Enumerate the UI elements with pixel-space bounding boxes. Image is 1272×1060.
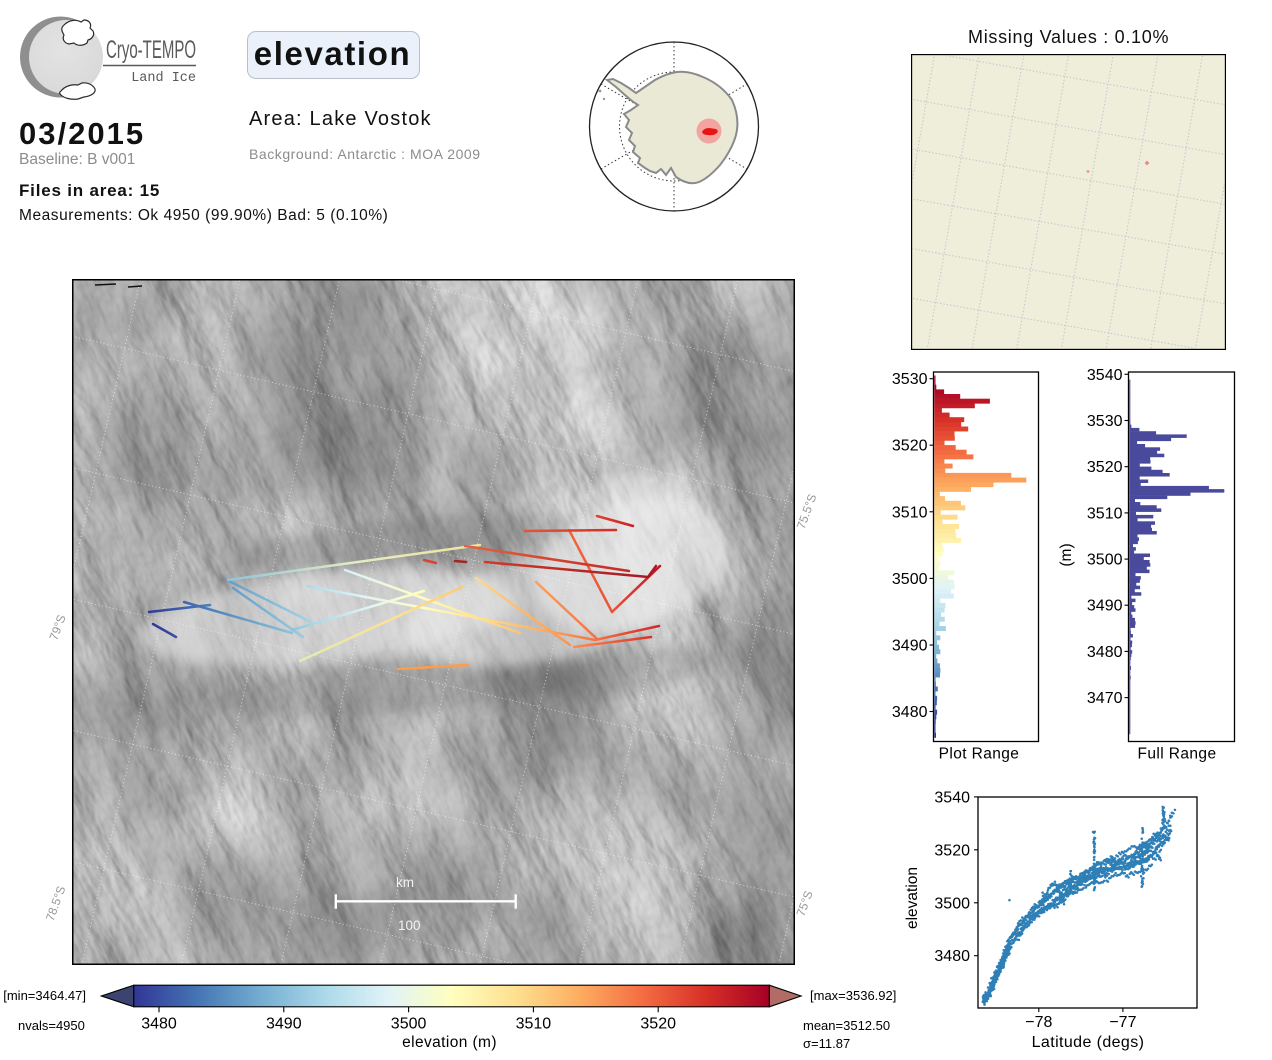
svg-text:3520: 3520	[640, 1016, 676, 1033]
svg-text:3480: 3480	[934, 948, 970, 965]
svg-text:[max=3536.92]: [max=3536.92]	[810, 988, 896, 1003]
svg-text:3540: 3540	[934, 789, 970, 806]
svg-text:elevation (m): elevation (m)	[402, 1034, 497, 1051]
svg-text:3490: 3490	[266, 1016, 302, 1033]
svg-text:3510: 3510	[516, 1016, 552, 1033]
svg-text:3520: 3520	[1087, 459, 1123, 476]
svg-text:[min=3464.47]: [min=3464.47]	[3, 988, 86, 1003]
svg-text:3540: 3540	[1087, 367, 1123, 384]
svg-text:3530: 3530	[1087, 413, 1123, 430]
svg-text:(m): (m)	[1058, 543, 1075, 566]
svg-text:km: km	[396, 875, 414, 890]
svg-text:3510: 3510	[892, 504, 928, 521]
svg-text:3500: 3500	[391, 1016, 427, 1033]
svg-text:Latitude (degs): Latitude (degs)	[1032, 1034, 1145, 1051]
svg-text:nvals=4950: nvals=4950	[18, 1018, 85, 1033]
svg-text:−78: −78	[1025, 1014, 1052, 1031]
svg-text:3520: 3520	[892, 438, 928, 455]
svg-text:−77: −77	[1109, 1014, 1136, 1031]
svg-text:100: 100	[398, 918, 421, 933]
svg-text:σ=11.87: σ=11.87	[803, 1036, 850, 1051]
svg-text:3500: 3500	[1087, 552, 1123, 569]
svg-text:Full Range: Full Range	[1138, 746, 1217, 763]
svg-text:Cryo-TEMPO: Cryo-TEMPO	[106, 36, 196, 64]
svg-text:3530: 3530	[892, 371, 928, 388]
svg-text:3480: 3480	[141, 1016, 177, 1033]
svg-text:3520: 3520	[934, 842, 970, 859]
svg-text:3510: 3510	[1087, 505, 1123, 522]
svg-text:Land Ice: Land Ice	[131, 71, 196, 86]
svg-text:3490: 3490	[892, 638, 928, 655]
svg-text:3470: 3470	[1087, 690, 1123, 707]
svg-text:3480: 3480	[1087, 644, 1123, 661]
svg-text:3500: 3500	[892, 571, 928, 588]
svg-text:3500: 3500	[934, 895, 970, 912]
svg-text:Plot Range: Plot Range	[939, 746, 1020, 763]
svg-text:3490: 3490	[1087, 598, 1123, 615]
svg-text:elevation: elevation	[904, 867, 921, 929]
svg-text:mean=3512.50: mean=3512.50	[803, 1018, 890, 1033]
svg-text:3480: 3480	[892, 704, 928, 721]
